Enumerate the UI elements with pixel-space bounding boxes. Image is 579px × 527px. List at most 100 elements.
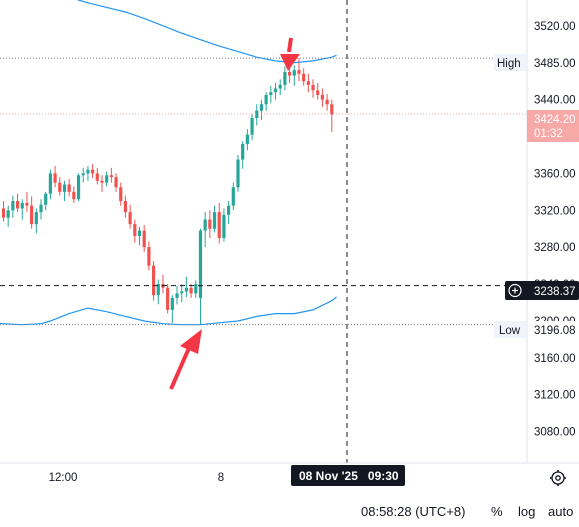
candle [147,241,151,271]
candle [302,68,306,86]
candle-body [133,224,137,237]
crosshair-time: 08 Nov '25 09:30 [299,469,399,483]
plot-area[interactable] [0,0,527,463]
axis-settings-button[interactable] [548,468,568,488]
candle [330,99,334,132]
candle [203,212,207,248]
candle [91,164,95,179]
arrow-shaft [287,37,293,53]
candle [39,199,43,220]
price-tick-label: 3520.00 [534,21,576,33]
last-price-tag: 3424.20 01:32 [527,110,579,142]
time-tick-label: 8 [218,472,224,484]
candle [25,191,29,213]
candle [212,205,217,233]
candle [86,166,90,181]
candle [62,180,67,202]
gear-icon [550,470,566,486]
time-tick-label: 12:00 [49,472,78,484]
candle-body [34,212,38,225]
candle-body [278,84,282,89]
candle-body [91,169,95,174]
candle-body [259,104,264,111]
candle [208,210,212,238]
candle [250,113,254,141]
candle-body [203,219,207,231]
candle [6,205,10,227]
percent-toggle[interactable]: % [491,504,503,519]
candle [48,169,52,200]
candle [76,173,81,202]
add-alert-icon[interactable] [508,283,522,298]
candle-body [100,180,104,183]
auto-toggle[interactable]: auto [548,504,574,519]
candle-body [58,182,62,192]
clock-timezone[interactable]: 08:58:28 (UTC+8) [361,504,466,519]
candle [231,182,235,211]
price-tick-label: 3440.00 [534,95,576,107]
candle [198,228,203,325]
candle-body [316,90,320,95]
candle [255,104,259,126]
candle-body [320,94,325,100]
candle [184,276,189,297]
candle [95,167,99,185]
candle-body [269,92,273,95]
candle-body [95,173,99,181]
price-tick-label: 3080.00 [534,427,576,439]
price-axis[interactable]: 3520.003480.003440.003400.003360.003320.… [534,21,576,439]
candle [1,201,6,222]
reference-lines [0,0,527,463]
candle-body [72,191,76,200]
candle-body [156,284,160,296]
candle-body [264,94,268,105]
high-marker: High 3485.00 [494,54,579,71]
candle [227,201,231,225]
candle [180,284,184,303]
candle-body [147,247,151,266]
log-toggle[interactable]: log [518,504,536,519]
bar-countdown: 01:32 [534,128,563,140]
crosshair-price-tag[interactable]: 3238.37 [505,281,579,300]
candle-body [86,169,90,174]
candle [100,175,104,192]
candle [189,284,193,298]
candle [156,279,160,305]
candle [283,66,287,91]
candle [217,202,221,244]
high-arrow-icon [280,37,300,71]
candle [137,226,142,246]
high-value: 3485.00 [534,58,576,70]
candle [166,284,170,314]
candle-body [114,177,118,188]
candle-body [180,291,184,294]
price-tick-label: 3280.00 [534,242,576,254]
candle-body [217,212,221,238]
annotation-arrows [169,37,300,390]
high-label: High [497,58,521,70]
candle [292,65,296,86]
candle [105,171,109,187]
candle [325,94,329,111]
candle-body [194,284,198,294]
candle [30,196,34,229]
candle [128,204,132,229]
candle-body [241,143,245,160]
candle [133,219,137,243]
candle-body [306,81,310,85]
candle-body [39,204,43,213]
candle-body [297,70,301,74]
candle [311,79,315,98]
candle [114,173,118,192]
candle-body [175,293,179,298]
candle [15,193,20,213]
candle [72,186,76,203]
price-chart[interactable]: 3520.003480.003440.003400.003360.003320.… [0,0,579,496]
arrow-head [180,329,202,354]
candle-body [15,201,20,209]
candle-body [142,230,146,248]
candle-body [109,175,113,178]
candle-body [105,175,109,183]
time-axis[interactable]: 12:00 8 [49,472,225,484]
candle [123,195,128,218]
